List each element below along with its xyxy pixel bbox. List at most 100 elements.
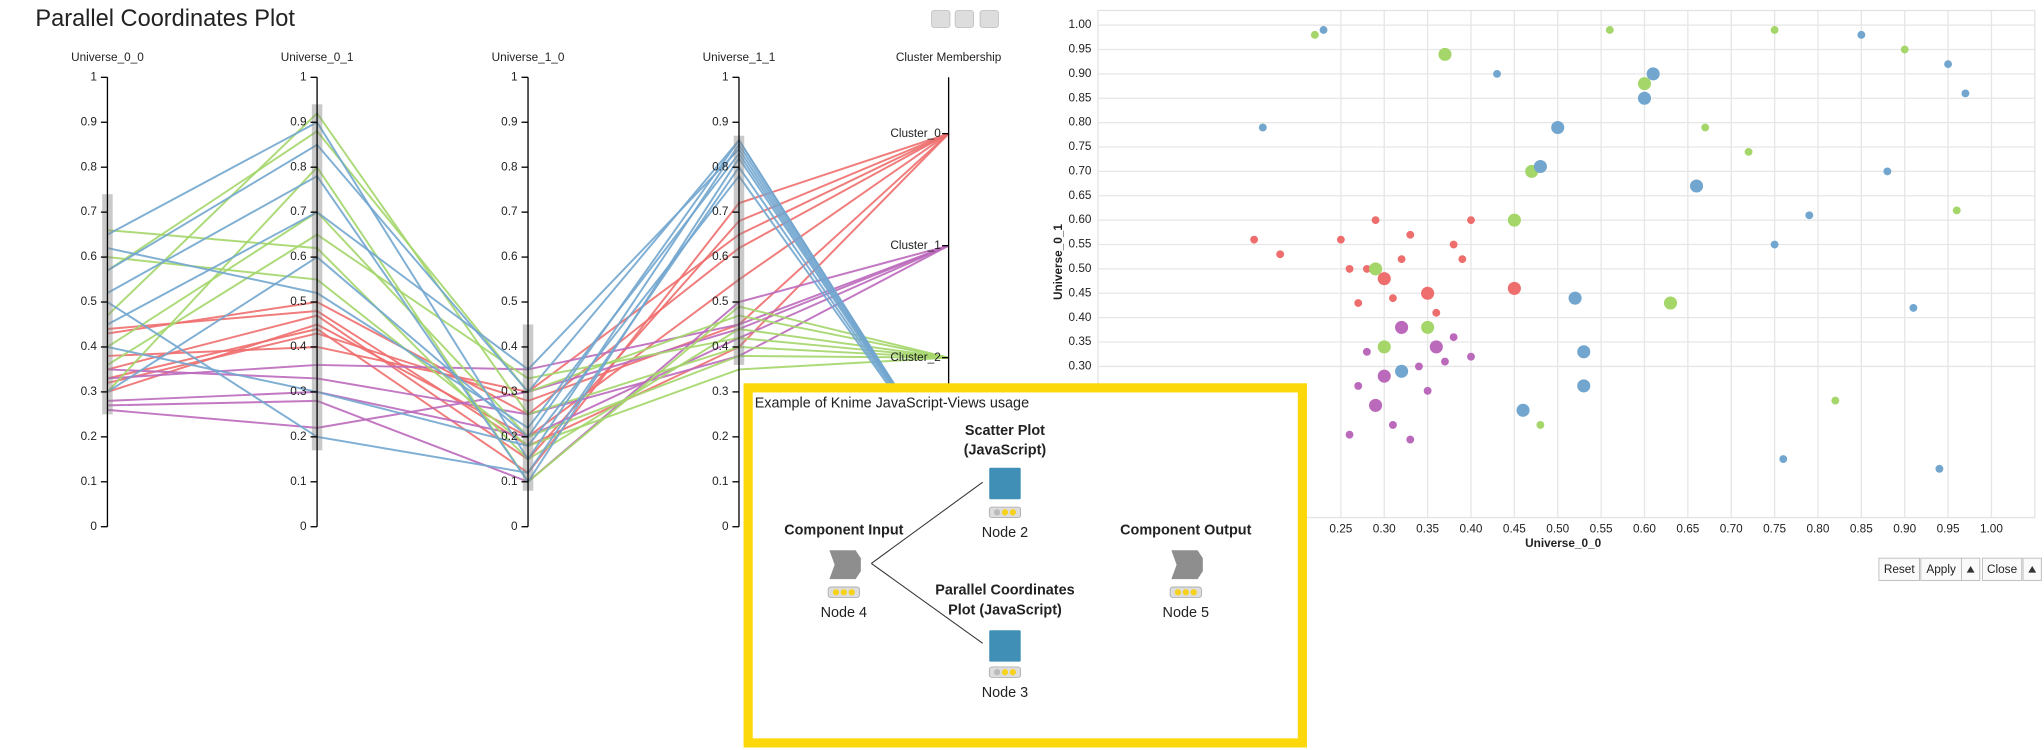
point bbox=[1883, 167, 1892, 176]
point bbox=[1369, 262, 1383, 276]
point bbox=[1258, 123, 1267, 132]
point bbox=[1310, 30, 1319, 39]
point bbox=[1438, 47, 1452, 61]
point bbox=[1637, 77, 1652, 91]
button[interactable] bbox=[1878, 557, 1920, 581]
point bbox=[1423, 386, 1432, 395]
tick-label: 0.1 bbox=[81, 475, 97, 488]
tick-label: 0.4 bbox=[712, 340, 729, 353]
tick-label: 0.8 bbox=[81, 160, 98, 173]
toolbar-button[interactable] bbox=[979, 10, 999, 28]
y-tick-label: 0.90 bbox=[1069, 67, 1092, 80]
status-light bbox=[993, 509, 1001, 516]
point bbox=[1744, 147, 1753, 156]
point bbox=[1371, 216, 1380, 225]
point bbox=[1345, 264, 1354, 273]
point bbox=[1388, 420, 1397, 429]
node-title: Scatter Plot bbox=[965, 423, 1045, 439]
point bbox=[1689, 179, 1704, 193]
point bbox=[1449, 333, 1458, 342]
connection bbox=[871, 481, 984, 644]
point bbox=[1900, 45, 1909, 54]
y-tick-label: 0.45 bbox=[1069, 286, 1092, 299]
point bbox=[1952, 206, 1961, 215]
status-light bbox=[1190, 589, 1197, 596]
tick-label: 0.7 bbox=[501, 205, 517, 218]
status-light bbox=[1182, 589, 1189, 596]
point bbox=[1415, 362, 1423, 371]
point bbox=[1568, 291, 1582, 305]
tick-label: 0.2 bbox=[290, 430, 306, 443]
x-tick-label: 0.30 bbox=[1373, 522, 1396, 535]
tick-label: 0.2 bbox=[712, 430, 728, 443]
toolbar-button[interactable] bbox=[954, 10, 974, 28]
tick-label: 0.3 bbox=[290, 385, 307, 398]
node-title: Parallel Coordinates bbox=[935, 583, 1074, 599]
point bbox=[1467, 216, 1475, 225]
status-light bbox=[1001, 669, 1009, 676]
tick-label: 0.9 bbox=[501, 115, 517, 128]
point bbox=[1354, 381, 1363, 390]
y-tick-label: 0.70 bbox=[1069, 164, 1092, 177]
node-label: Node 4 bbox=[821, 605, 867, 621]
tick-label: 0.6 bbox=[290, 250, 307, 263]
node-label: Node 2 bbox=[982, 525, 1028, 541]
tick-label: 0.4 bbox=[501, 340, 518, 353]
node-title: Component Output bbox=[1120, 522, 1251, 538]
point bbox=[1507, 213, 1521, 227]
tick-label: 0 bbox=[300, 520, 307, 533]
point bbox=[1663, 296, 1678, 310]
point bbox=[1362, 264, 1371, 273]
point bbox=[1449, 240, 1458, 249]
node-icon[interactable] bbox=[989, 467, 1021, 500]
tick-label: 0.4 bbox=[81, 340, 98, 353]
tick-label: 1 bbox=[90, 70, 97, 83]
tick-label: 0.6 bbox=[501, 250, 518, 263]
arrow-icon bbox=[2028, 566, 2037, 573]
node-icon[interactable] bbox=[829, 550, 861, 580]
point bbox=[1369, 398, 1383, 412]
tick-label: 0.7 bbox=[81, 205, 97, 218]
point bbox=[1276, 250, 1285, 259]
node-icon[interactable] bbox=[989, 630, 1021, 662]
point bbox=[1533, 159, 1547, 174]
axis-title: Cluster Membership bbox=[896, 51, 1002, 64]
point bbox=[1779, 455, 1788, 463]
point bbox=[1536, 420, 1545, 429]
tick-label: 0.9 bbox=[290, 115, 306, 128]
tick-label: 0.5 bbox=[712, 295, 729, 308]
button-label: Close bbox=[1987, 563, 2018, 576]
point bbox=[1961, 89, 1970, 98]
overlay-title: Example of Knime JavaScript-Views usage bbox=[755, 395, 1029, 411]
button[interactable] bbox=[1981, 557, 2023, 581]
tick-label: 0.1 bbox=[501, 475, 517, 488]
point bbox=[1467, 352, 1475, 361]
tick-label: 0.7 bbox=[712, 205, 728, 218]
point bbox=[1336, 235, 1345, 244]
tick-label: 0.5 bbox=[81, 295, 98, 308]
node-title: Plot (JavaScript) bbox=[948, 602, 1062, 618]
x-tick-label: 0.35 bbox=[1416, 522, 1439, 535]
point bbox=[1421, 320, 1435, 334]
x-tick-label: 0.75 bbox=[1763, 522, 1786, 535]
status-light bbox=[1009, 669, 1016, 676]
y-tick-label: 0.80 bbox=[1069, 116, 1092, 129]
y-tick-label: 0.40 bbox=[1069, 311, 1092, 324]
x-tick-label: 0.70 bbox=[1720, 522, 1743, 535]
point bbox=[1605, 26, 1614, 34]
status-light bbox=[832, 589, 840, 596]
point bbox=[1432, 308, 1441, 317]
point bbox=[1397, 255, 1406, 264]
tick-label: 0 bbox=[722, 520, 729, 533]
x-tick-label: 0.85 bbox=[1850, 522, 1873, 535]
tick-label: 0.5 bbox=[501, 295, 518, 308]
status-light bbox=[848, 589, 855, 596]
toolbar-button[interactable] bbox=[931, 10, 951, 28]
node-icon[interactable] bbox=[1171, 550, 1203, 580]
tick-label: 0.5 bbox=[290, 295, 307, 308]
x-axis-title: Universe_0_0 bbox=[1525, 537, 1601, 550]
node-label: Node 5 bbox=[1163, 605, 1209, 621]
x-tick-label: 1.00 bbox=[1980, 522, 2003, 535]
point bbox=[1909, 303, 1918, 312]
